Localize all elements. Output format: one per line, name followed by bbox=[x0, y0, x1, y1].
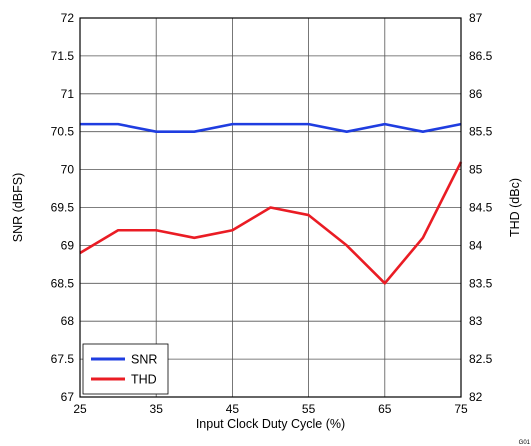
y-left-tick-label: 68.5 bbox=[51, 276, 75, 290]
series-line-thd bbox=[79, 161, 463, 285]
y-right-tick-label: 82 bbox=[469, 390, 483, 404]
y-right-tick-label: 82.5 bbox=[469, 352, 493, 366]
x-axis-title: Input Clock Duty Cycle (%) bbox=[196, 417, 345, 431]
x-tick-labels: 25 35 45 55 65 75 bbox=[73, 402, 468, 416]
x-tick-label: 45 bbox=[226, 402, 240, 416]
y-right-tick-label: 85 bbox=[469, 163, 483, 177]
y-left-tick-label: 67.5 bbox=[51, 352, 75, 366]
y-left-tick-label: 67 bbox=[61, 390, 75, 404]
y-left-axis-title: SNR (dBFS) bbox=[11, 173, 25, 242]
plot-frame bbox=[79, 17, 462, 398]
y-right-tick-labels: 82 82.5 83 83.5 84 84.5 85 85.5 86 86.5 87 bbox=[469, 11, 493, 404]
y-right-tick-label: 84.5 bbox=[469, 201, 493, 215]
y-right-tick-label: 86.5 bbox=[469, 49, 493, 63]
y-left-tick-label: 68 bbox=[61, 314, 75, 328]
y-right-axis-title: THD (dBc) bbox=[508, 178, 522, 237]
x-tick-label: 35 bbox=[150, 402, 164, 416]
y-right-tick-label: 84 bbox=[469, 238, 483, 252]
x-tick-label: 65 bbox=[378, 402, 392, 416]
y-right-tick-label: 86 bbox=[469, 87, 483, 101]
y-right-tick-label: 83.5 bbox=[469, 276, 493, 290]
x-tick-label: 25 bbox=[73, 402, 87, 416]
legend-label-thd: THD bbox=[131, 373, 157, 387]
y-right-tick-label: 83 bbox=[469, 314, 483, 328]
x-tick-label: 75 bbox=[454, 402, 468, 416]
legend: SNR THD bbox=[82, 343, 169, 395]
y-left-tick-labels: 67 67.5 68 68.5 69 69.5 70 70.5 71 71.5 72 bbox=[51, 11, 75, 404]
x-tick-label: 55 bbox=[302, 402, 316, 416]
figure-code: G01 bbox=[519, 440, 531, 446]
y-left-tick-label: 71.5 bbox=[51, 49, 75, 63]
y-left-tick-label: 69 bbox=[61, 238, 75, 252]
y-left-tick-label: 70 bbox=[61, 163, 75, 177]
legend-box bbox=[82, 343, 169, 395]
series-layer bbox=[79, 122, 463, 285]
y-left-tick-label: 69.5 bbox=[51, 201, 75, 215]
y-left-tick-label: 70.5 bbox=[51, 125, 75, 139]
y-right-tick-label: 87 bbox=[469, 11, 483, 25]
y-left-tick-label: 72 bbox=[61, 11, 75, 25]
legend-label-snr: SNR bbox=[131, 353, 157, 367]
y-left-tick-label: 71 bbox=[61, 87, 75, 101]
series-line-snr bbox=[80, 122, 462, 133]
y-right-tick-label: 85.5 bbox=[469, 125, 493, 139]
